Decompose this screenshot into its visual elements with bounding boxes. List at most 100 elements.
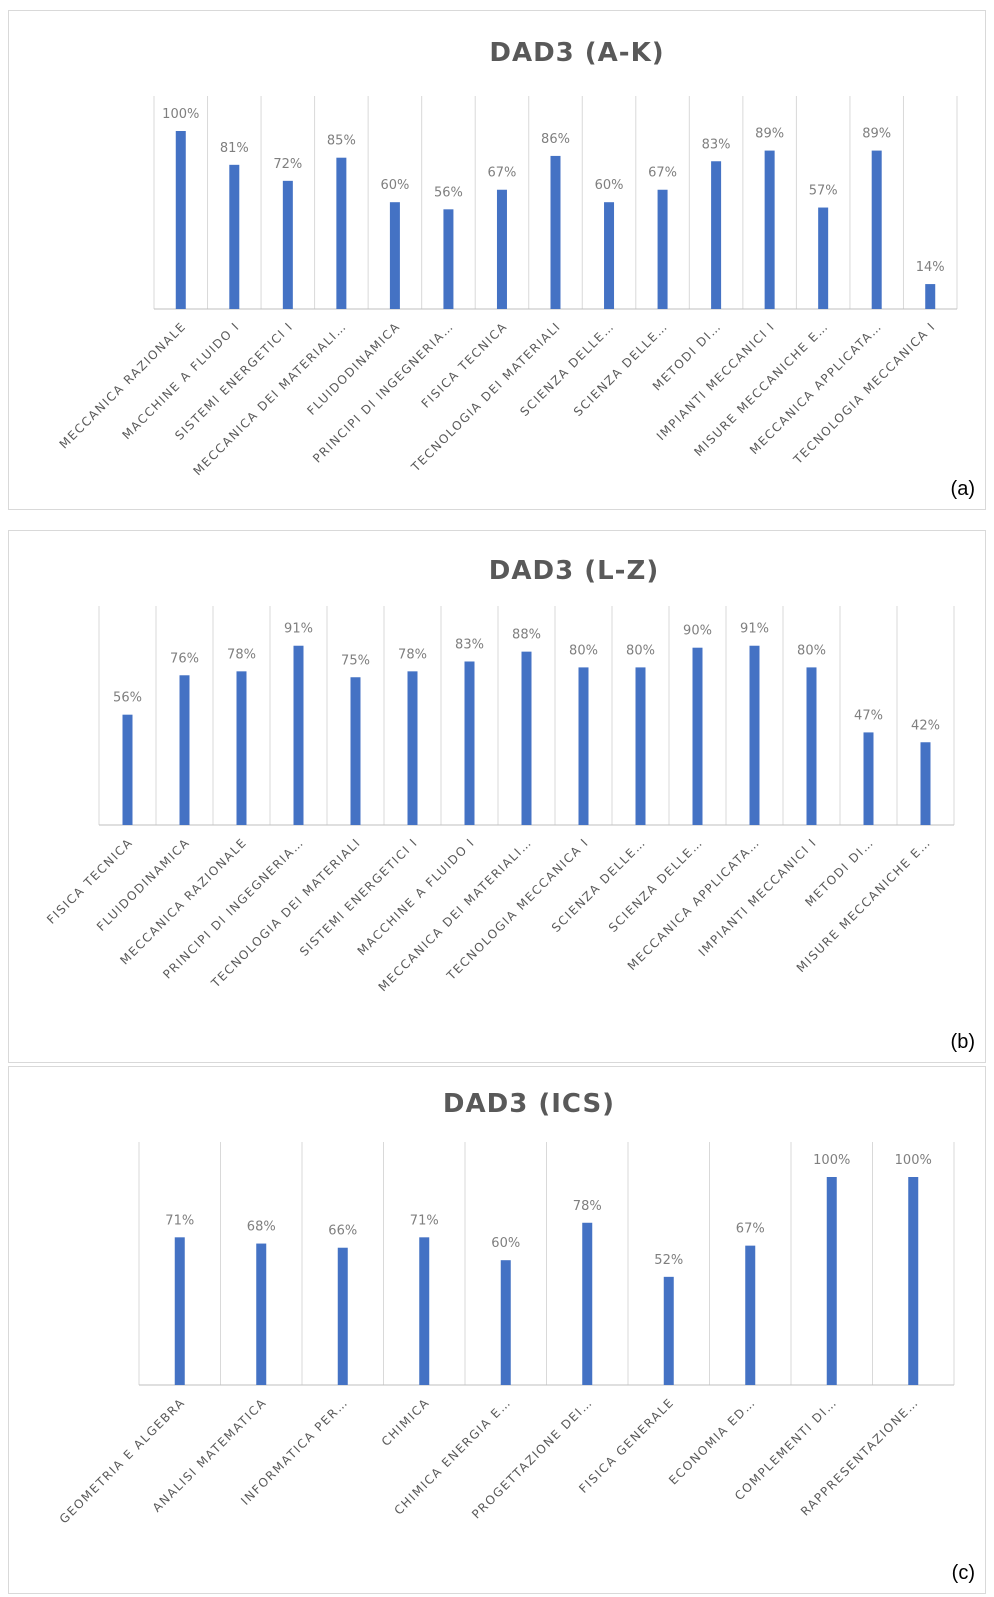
bar [236, 671, 247, 825]
bar [419, 1237, 430, 1385]
data-label: 100% [813, 1153, 850, 1168]
category-label: FLUIDODINAMICA [304, 319, 403, 418]
category-label: ECONOMIA ED… [666, 1395, 758, 1487]
data-label: 100% [162, 107, 199, 122]
data-label: 91% [740, 622, 769, 637]
chart-panel-b: DAD3 (L-Z) 56% FISICA TECNICA 76% FLUIDODINA… [8, 530, 986, 1063]
panel-label-a: (a) [950, 478, 975, 500]
bar [711, 161, 722, 309]
panel-label-b: (b) [950, 1031, 975, 1053]
data-label: 89% [862, 127, 891, 142]
bar [863, 732, 874, 825]
data-label: 67% [488, 166, 517, 181]
data-label: 100% [895, 1153, 932, 1168]
data-label: 67% [648, 166, 677, 181]
bar [582, 1222, 593, 1385]
data-label: 14% [916, 260, 945, 275]
bar [256, 1243, 267, 1385]
bar [500, 1260, 511, 1385]
category-label: SCIENZA DELLE… [571, 319, 671, 419]
data-label: 67% [736, 1222, 765, 1237]
chart-title-b: DAD3 (L-Z) [489, 556, 659, 586]
data-label: 60% [595, 178, 624, 193]
bar [336, 157, 347, 309]
bar [550, 155, 561, 309]
bar [389, 202, 400, 309]
bar [229, 164, 240, 309]
data-label: 60% [380, 178, 409, 193]
bar [925, 284, 936, 309]
data-label: 83% [455, 637, 484, 652]
data-label: 60% [491, 1236, 520, 1251]
bar [871, 150, 882, 309]
bar [604, 202, 615, 309]
data-label: 57% [809, 184, 838, 199]
bar [806, 667, 817, 825]
category-label: MACCHINE A FLUIDO I [355, 835, 478, 958]
bar [496, 189, 507, 309]
bar [521, 651, 532, 825]
chart-b-svg: DAD3 (L-Z)56%FISICA TECNICA76%FLUIDODINA… [44, 556, 955, 994]
bar [179, 675, 190, 825]
category-label: FLUIDODINAMICA [94, 835, 193, 934]
data-label: 86% [541, 132, 570, 147]
bar [692, 647, 703, 825]
data-label: 80% [797, 643, 826, 658]
data-label: 89% [755, 127, 784, 142]
chart-title-a: DAD3 (A-K) [489, 38, 664, 68]
bar [818, 207, 829, 309]
data-label: 68% [247, 1220, 276, 1235]
bar [920, 742, 931, 825]
bar [175, 131, 186, 309]
category-label: FISICA GENERALE [576, 1395, 677, 1496]
bar [749, 645, 760, 825]
bar [122, 714, 133, 825]
category-label: GEOMETRIA E ALGEBRA [57, 1395, 188, 1526]
category-label: SCIENZA DELLE… [549, 835, 649, 935]
bar [350, 677, 361, 825]
category-label: SISTEMI ENERGETICI I [297, 835, 421, 959]
data-label: 83% [702, 137, 731, 152]
category-label: SCIENZA DELLE… [606, 835, 706, 935]
bar [764, 150, 775, 309]
data-label: 72% [273, 157, 302, 172]
data-label: 75% [341, 653, 370, 668]
data-label: 56% [434, 185, 463, 200]
data-label: 66% [328, 1224, 357, 1239]
chart-panel-c: DAD3 (ICS) 71% GEOMETRIA E ALGEBRA 68% ANALI… [8, 1066, 986, 1594]
chart-panel-a: DAD3 (A-K) 100% MECCANICA RAZIONALE 81% MACC… [8, 10, 986, 510]
category-label: IMPIANTI MECCANICI I [696, 835, 820, 959]
data-label: 81% [220, 141, 249, 156]
data-label: 88% [512, 628, 541, 643]
data-label: 71% [410, 1213, 439, 1228]
bar [657, 189, 668, 309]
category-label: SCIENZA DELLE… [517, 319, 617, 419]
bar [908, 1177, 919, 1385]
data-label: 80% [626, 643, 655, 658]
data-label: 71% [165, 1213, 194, 1228]
chart-title-c: DAD3 (ICS) [443, 1089, 615, 1119]
bar [826, 1177, 837, 1385]
bar [663, 1276, 674, 1385]
data-label: 42% [911, 718, 940, 733]
data-label: 47% [854, 708, 883, 723]
bar [464, 661, 475, 825]
bar [282, 180, 293, 309]
bar [745, 1245, 756, 1385]
data-label: 52% [654, 1253, 683, 1268]
data-label: 91% [284, 622, 313, 637]
data-label: 80% [569, 643, 598, 658]
data-label: 78% [398, 647, 427, 662]
panel-label-c: (c) [951, 1562, 975, 1584]
data-label: 85% [327, 134, 356, 149]
chart-c-svg: DAD3 (ICS)71%GEOMETRIA E ALGEBRA68%ANALI… [57, 1089, 955, 1526]
bar [443, 209, 454, 309]
bar [337, 1247, 348, 1385]
bar [407, 671, 418, 825]
data-label: 76% [170, 651, 199, 666]
bar [174, 1237, 185, 1385]
bar [578, 667, 589, 825]
data-label: 90% [683, 624, 712, 639]
bar [635, 667, 646, 825]
category-label: CHIMICA [379, 1395, 433, 1449]
